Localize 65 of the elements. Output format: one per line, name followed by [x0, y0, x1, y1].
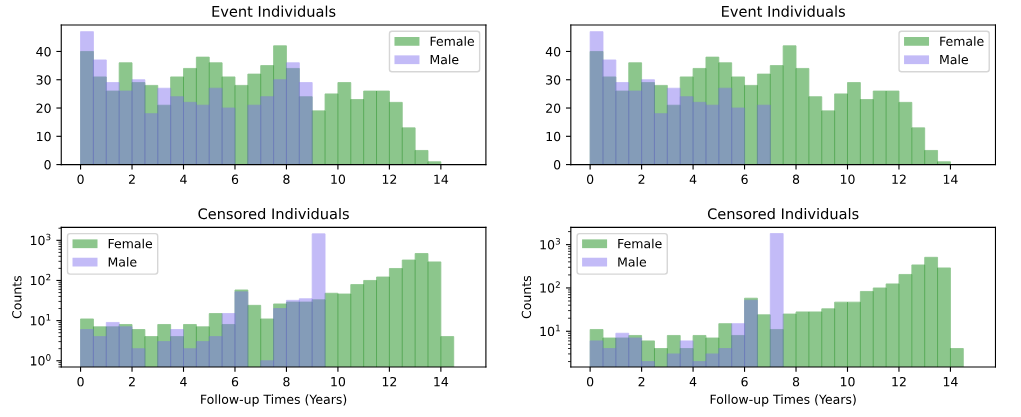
x-tick-label: 0	[77, 376, 84, 387]
x-tick-label: 10	[331, 174, 346, 184]
x-tick-label: 12	[382, 174, 397, 184]
y-tick-label: 0	[44, 160, 51, 170]
x-axis-title: Follow-up Times (Years)	[710, 394, 856, 407]
legend-label: Male	[108, 256, 137, 267]
x-tick-label: 0	[77, 174, 84, 184]
x-tick-label: 14	[943, 174, 958, 184]
legend-label: Male	[618, 256, 647, 267]
x-tick-label: 6	[741, 376, 748, 387]
x-tick-label: 2	[128, 174, 135, 184]
x-tick-label: 8	[283, 174, 290, 184]
x-tick-label: 12	[892, 376, 906, 387]
x-tick-label: 12	[892, 174, 906, 184]
x-tick-label: 14	[943, 377, 958, 387]
y-axis-title: Counts	[521, 275, 532, 319]
y-tick-label: 10$^{1}$	[30, 314, 51, 326]
x-tick-label: 8	[792, 174, 800, 184]
x-tick-label: 14	[434, 174, 449, 184]
y-tick-label: 20	[36, 103, 51, 113]
legend-label: Female	[618, 238, 662, 249]
x-tick-label: 0	[586, 376, 594, 387]
y-tick-label: 10$^{3}$	[540, 238, 560, 250]
x-tick-label: 2	[638, 174, 645, 184]
x-tick-label: 4	[689, 377, 697, 387]
x-tick-label: 10	[840, 376, 855, 387]
legend-label: Female	[430, 36, 474, 46]
chart-title: Censored Individuals	[707, 207, 859, 220]
x-tick-label: 6	[741, 174, 748, 184]
legend-label: Female	[108, 238, 153, 249]
x-tick-label: 4	[180, 174, 187, 184]
y-tick-label: 10	[37, 131, 51, 142]
chart-title: Event Individuals	[212, 5, 336, 17]
y-tick-label: 0	[553, 160, 561, 170]
y-tick-label: 10$^{0}$	[30, 354, 51, 366]
y-tick-label: 10$^{2}$	[30, 273, 51, 286]
x-tick-label: 4	[689, 174, 697, 184]
chart-title: Event Individuals	[722, 5, 845, 17]
legend-label: Male	[430, 54, 459, 65]
y-tick-label: 10$^{1}$	[540, 324, 560, 337]
y-tick-label: 10$^{3}$	[30, 233, 51, 246]
y-tick-label: 30	[36, 75, 51, 85]
x-tick-label: 10	[331, 376, 346, 387]
y-tick-label: 30	[546, 75, 561, 85]
x-tick-label: 2	[128, 376, 135, 387]
x-tick-label: 6	[231, 174, 239, 184]
y-tick-label: 40	[36, 46, 51, 57]
legend-label: Male	[940, 54, 968, 65]
x-tick-label: 2	[638, 376, 645, 387]
x-tick-label: 4	[180, 377, 187, 387]
x-tick-label: 14	[434, 377, 449, 387]
x-tick-label: 12	[382, 376, 397, 387]
x-tick-label: 8	[792, 376, 800, 387]
chart-title: Censored Individuals	[198, 207, 349, 220]
y-tick-label: 10$^{2}$	[540, 281, 560, 293]
x-axis-title: Follow-up Times (Years)	[201, 394, 347, 407]
y-tick-label: 10	[546, 131, 561, 142]
x-tick-label: 8	[283, 376, 290, 387]
y-axis-title: Counts	[12, 275, 22, 319]
x-tick-label: 0	[586, 174, 594, 184]
x-tick-label: 10	[840, 174, 855, 184]
x-tick-label: 6	[231, 376, 239, 387]
legend-label: Female	[940, 36, 984, 46]
y-tick-label: 20	[546, 103, 561, 113]
y-tick-label: 40	[545, 46, 561, 57]
